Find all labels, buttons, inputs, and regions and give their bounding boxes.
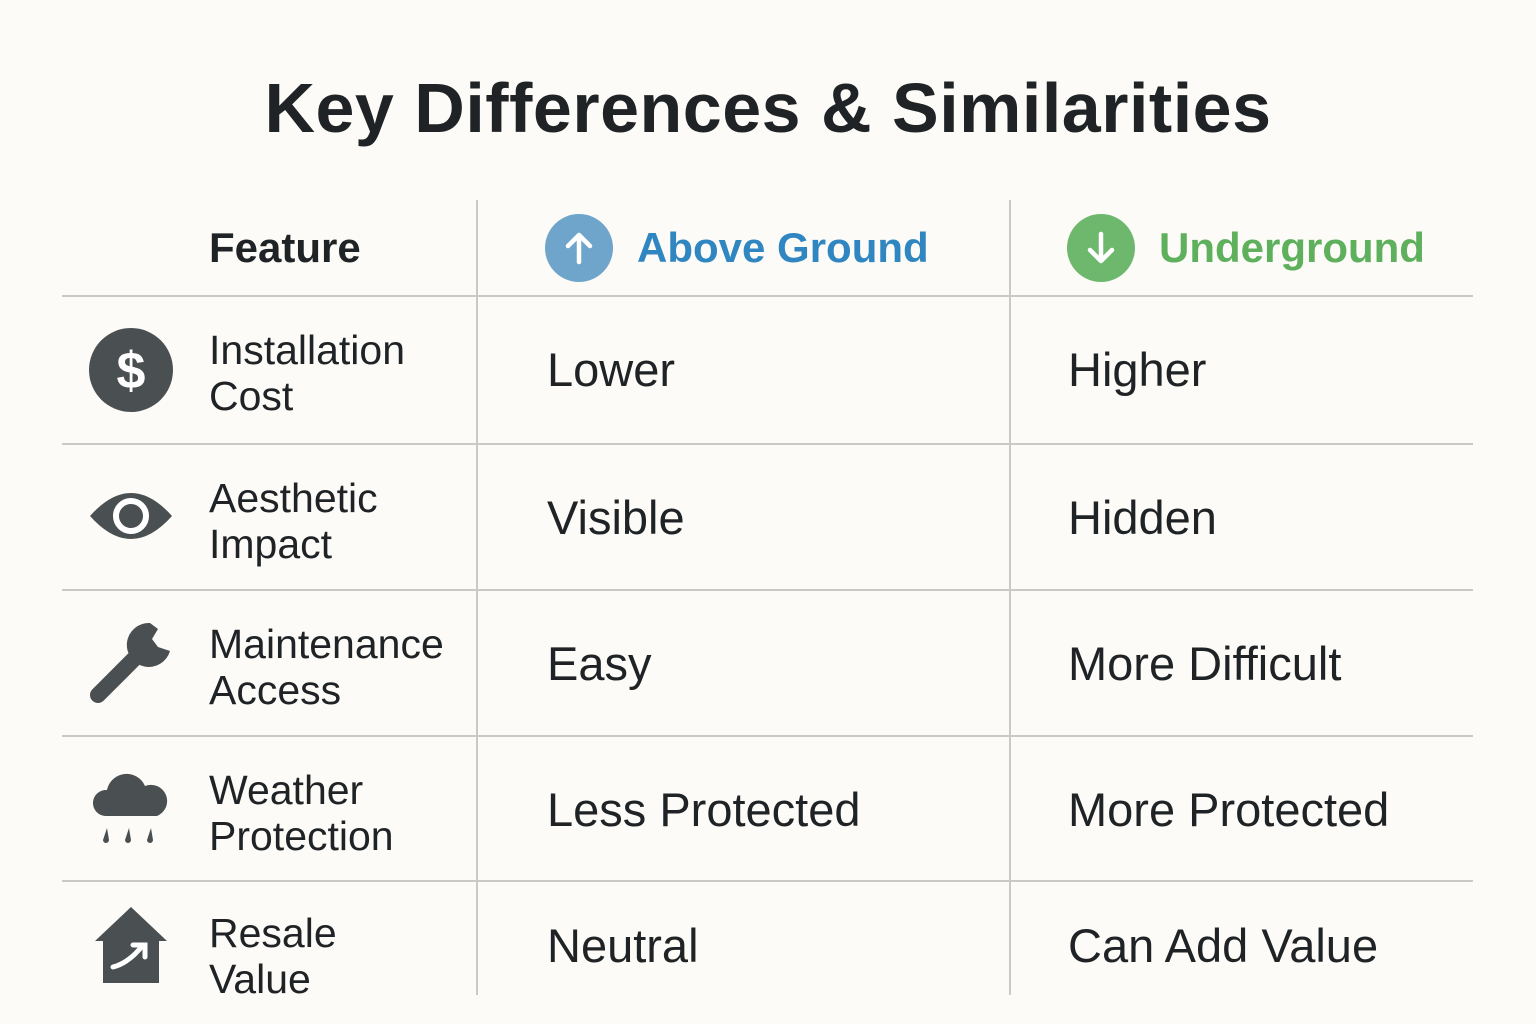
feature-line: Maintenance <box>209 621 444 667</box>
column-divider <box>1009 200 1011 995</box>
house-arrow-icon <box>88 902 174 988</box>
row-divider <box>62 443 1473 445</box>
above-value: Neutral <box>547 919 699 972</box>
table-row: $ Installation Cost Lower Higher <box>62 297 1473 443</box>
feature-line: Impact <box>209 521 333 567</box>
row-divider <box>62 589 1473 591</box>
row-divider <box>62 295 1473 297</box>
feature-label: Maintenance Access <box>209 621 529 713</box>
table-row: Weather Protection Less Protected More Pr… <box>62 737 1473 880</box>
under-value: Higher <box>1068 343 1207 396</box>
table-row: Aesthetic Impact Visible Hidden <box>62 445 1473 589</box>
under-value: More Difficult <box>1068 637 1342 690</box>
eye-icon <box>88 473 174 559</box>
feature-line: Aesthetic <box>209 475 378 521</box>
header-under-label: Underground <box>1159 224 1425 271</box>
arrow-down-icon <box>1067 214 1135 282</box>
wrench-icon <box>88 619 174 705</box>
feature-line: Value <box>209 956 311 1002</box>
row-divider <box>62 880 1473 882</box>
feature-line: Access <box>209 667 342 713</box>
arrow-up-icon <box>545 214 613 282</box>
table-row: Maintenance Access Easy More Difficult <box>62 591 1473 735</box>
feature-line: Cost <box>209 373 294 419</box>
column-divider <box>476 200 478 995</box>
above-value: Less Protected <box>547 783 861 836</box>
dollar-icon: $ <box>88 327 174 413</box>
svg-text:$: $ <box>117 342 146 400</box>
feature-label: Aesthetic Impact <box>209 475 529 567</box>
feature-line: Installation <box>209 327 406 373</box>
feature-label: Resale Value <box>209 910 529 1002</box>
row-divider <box>62 735 1473 737</box>
page-title: Key Differences & Similarities <box>264 69 1272 147</box>
above-value: Lower <box>547 343 676 396</box>
header-above-ground: Above Ground <box>545 200 929 296</box>
feature-label: Installation Cost <box>209 327 529 419</box>
header-underground: Underground <box>1067 200 1425 296</box>
feature-label: Weather Protection <box>209 767 529 859</box>
header-feature: Feature <box>209 224 361 271</box>
above-value: Easy <box>547 637 652 690</box>
feature-line: Weather <box>209 767 364 813</box>
feature-line: Resale <box>209 910 337 956</box>
under-value: More Protected <box>1068 783 1390 836</box>
under-value: Hidden <box>1068 491 1217 544</box>
table-row: Resale Value Neutral Can Add Value <box>62 882 1473 1002</box>
under-value: Can Add Value <box>1068 919 1379 972</box>
header-above-label: Above Ground <box>637 224 929 271</box>
rain-cloud-icon <box>88 765 174 851</box>
feature-line: Protection <box>209 813 394 859</box>
above-value: Visible <box>547 491 685 544</box>
